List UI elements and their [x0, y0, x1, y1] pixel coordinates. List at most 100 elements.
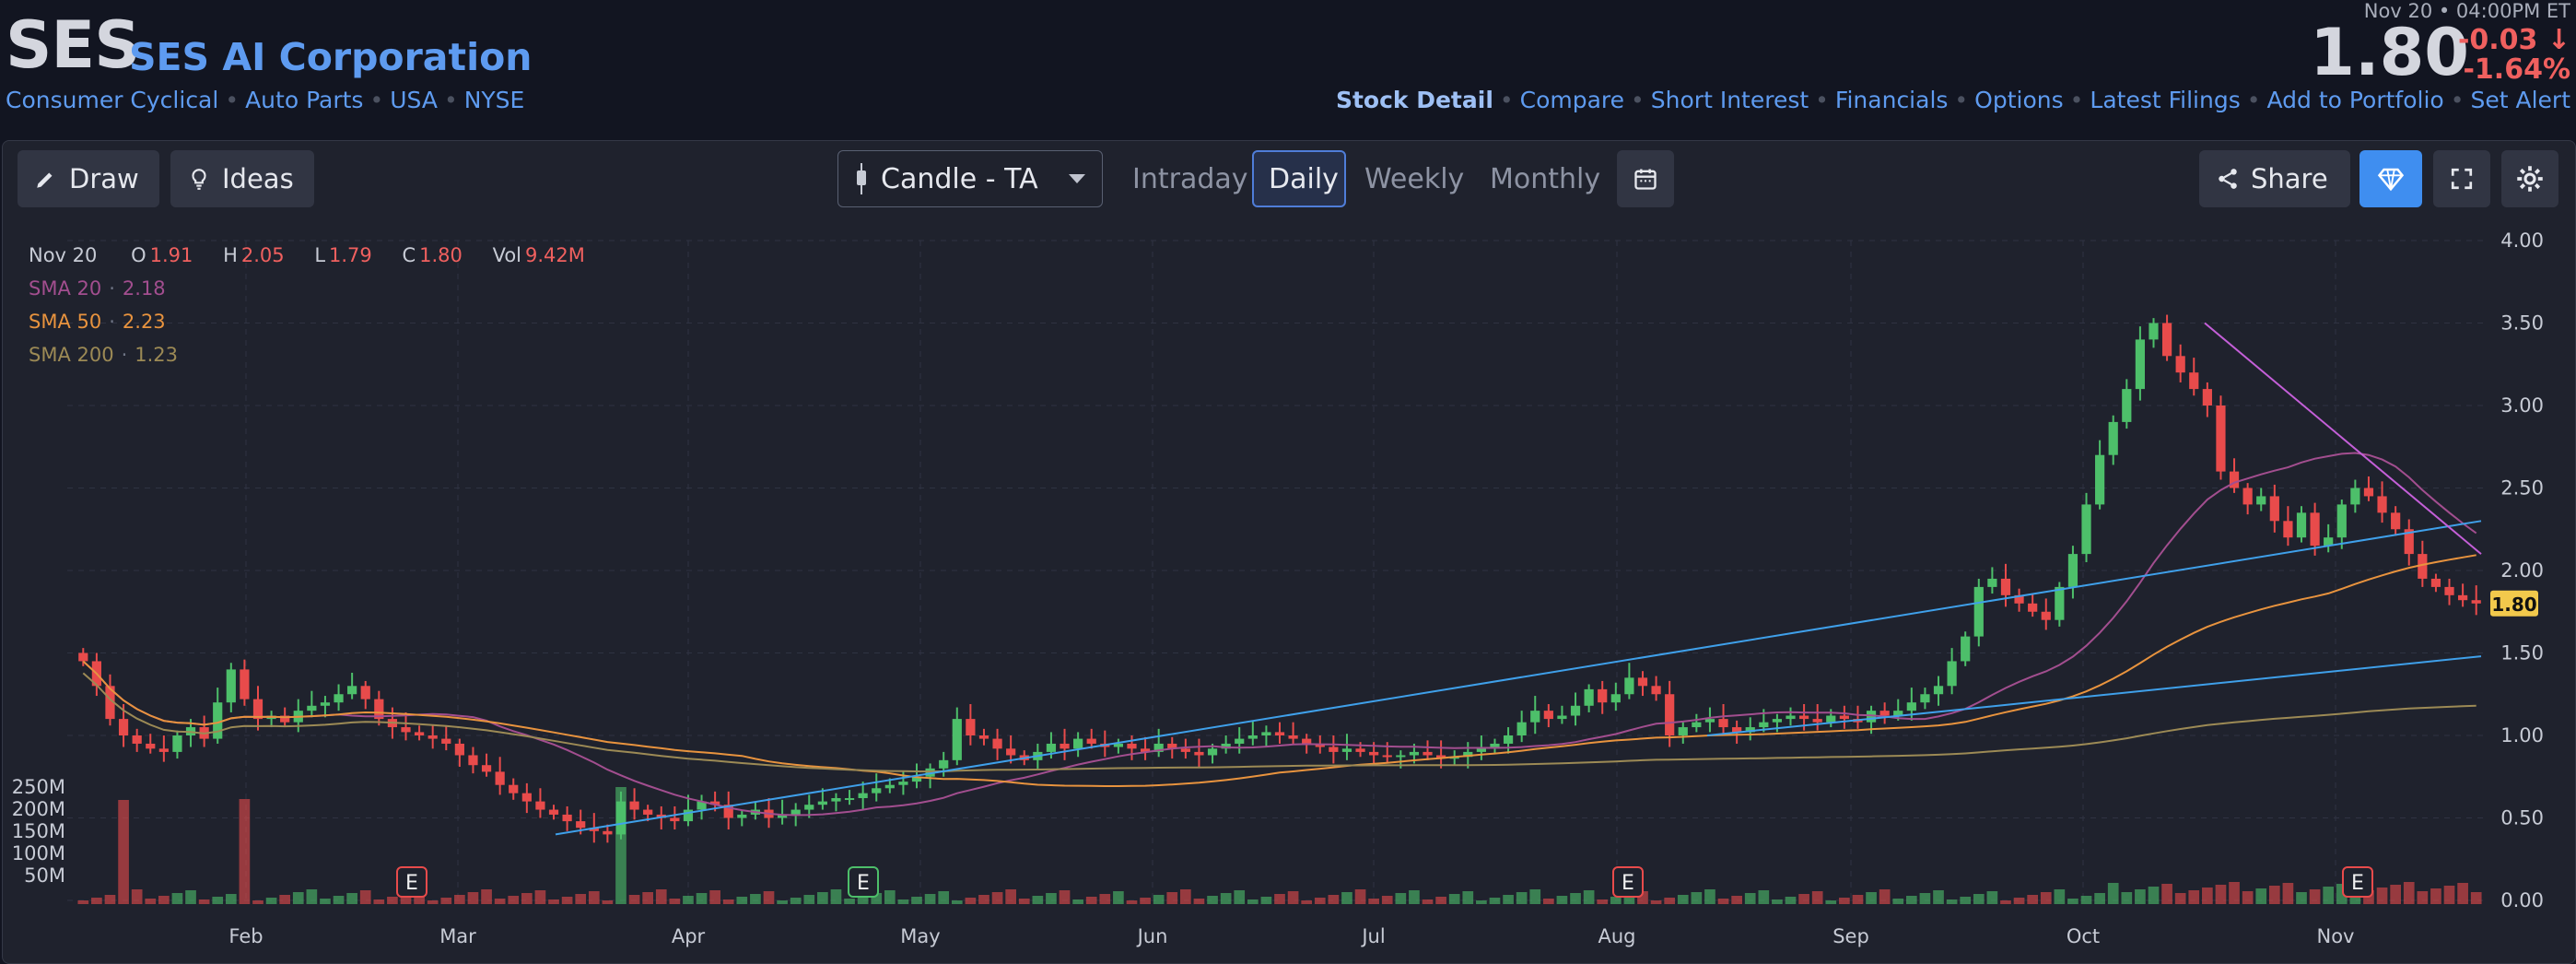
settings-button[interactable] — [2501, 150, 2558, 207]
candle-body — [2310, 512, 2320, 547]
crumb-exchange[interactable]: NYSE — [463, 87, 525, 113]
link-short-interest[interactable]: Short Interest — [1650, 87, 1809, 113]
volume-bar — [1866, 892, 1877, 904]
sma200-row[interactable]: SMA 200 · 1.23 — [29, 344, 179, 366]
elite-button[interactable] — [2359, 150, 2422, 207]
earnings-marker-label: E — [1622, 872, 1634, 895]
company-name[interactable]: SES AI Corporation — [129, 35, 533, 79]
period-daily[interactable]: Daily — [1252, 150, 1346, 207]
link-financials[interactable]: Financials — [1834, 87, 1949, 113]
volume-bar — [77, 900, 89, 904]
volume-bar — [1018, 899, 1030, 904]
volume-bar — [924, 894, 936, 904]
candle-body — [1947, 661, 1957, 687]
volume-bar — [1946, 899, 1958, 904]
volume-bar — [1476, 900, 1487, 904]
legend-high: 2.05 — [240, 244, 285, 266]
x-tick-label: Apr — [672, 925, 706, 947]
fullscreen-button[interactable] — [2433, 150, 2490, 207]
ideas-button[interactable]: Ideas — [170, 150, 314, 207]
candle-body — [589, 828, 599, 831]
candle-body — [978, 735, 989, 739]
link-latest-filings[interactable]: Latest Filings — [2090, 87, 2241, 113]
volume-bar — [642, 892, 654, 904]
chart-panel: 4.00 3.50 3.00 2.50 2.00 1.50 1.00 0.50 0.00 Feb M… — [2, 140, 2576, 964]
candle-body — [1732, 727, 1742, 733]
volume-bar — [1798, 894, 1809, 904]
candle-body — [2377, 496, 2387, 513]
volume-bar — [722, 899, 734, 904]
crumb-industry[interactable]: Auto Parts — [245, 87, 364, 113]
chart-type-select[interactable]: Candle - TA — [837, 150, 1103, 207]
volume-bar — [1650, 900, 1662, 904]
price-chart[interactable]: 4.00 3.50 3.00 2.50 2.00 1.50 1.00 0.50 0.00 Feb M… — [3, 141, 2575, 963]
candle-body — [790, 809, 801, 815]
y-tick-label: 1.50 — [2500, 642, 2544, 664]
candle-body — [1341, 748, 1352, 752]
share-label: Share — [2251, 163, 2328, 194]
period-intraday[interactable]: Intraday — [1132, 162, 1248, 195]
calendar-icon — [1634, 169, 1657, 190]
link-set-alert[interactable]: Set Alert — [2470, 87, 2570, 113]
candle-body — [320, 702, 331, 706]
volume-bar — [131, 889, 143, 904]
volume-bar — [1717, 899, 1729, 904]
volume-bar — [2242, 891, 2254, 904]
candle-body — [643, 809, 653, 815]
candle-body — [240, 669, 250, 699]
draw-button[interactable]: Draw — [18, 150, 159, 207]
legend-high-label: H — [223, 244, 238, 266]
volume-bar — [2121, 892, 2133, 904]
volume-bar — [2390, 885, 2401, 904]
crumb-country[interactable]: USA — [390, 87, 438, 113]
sma20-value: 2.18 — [122, 277, 166, 300]
volume-bar — [1032, 896, 1044, 904]
period-weekly[interactable]: Weekly — [1364, 162, 1465, 195]
candle-body — [1369, 751, 1379, 756]
candle-body — [521, 793, 532, 802]
volume-bar — [897, 899, 909, 904]
candle-body — [1153, 743, 1164, 752]
candle-body — [1435, 755, 1446, 759]
volume-bar — [830, 889, 842, 904]
candle-body — [1274, 732, 1285, 735]
candle-body — [1423, 751, 1433, 756]
volume-bar — [1409, 890, 1420, 904]
link-compare[interactable]: Compare — [1519, 87, 1625, 113]
earnings-marker-label: E — [857, 872, 870, 895]
period-monthly[interactable]: Monthly — [1490, 162, 1601, 195]
volume-bar — [494, 899, 506, 904]
legend-close: 1.80 — [419, 244, 463, 266]
volume-bar — [696, 893, 708, 904]
volume-bar — [306, 889, 318, 904]
x-tick-label: Jun — [1136, 925, 1168, 947]
sma50-row[interactable]: SMA 50 · 2.23 — [29, 311, 166, 333]
y-tick-label: 0.00 — [2500, 889, 2544, 911]
gear-icon — [2517, 166, 2543, 192]
volume-bar — [951, 900, 963, 904]
candle-body — [1006, 748, 1016, 756]
volume-bar — [857, 896, 869, 904]
volume-bar — [871, 893, 883, 904]
earnings-marker — [2342, 866, 2373, 898]
x-tick-label: Oct — [2067, 925, 2100, 947]
x-tick-label: Nov — [2317, 925, 2355, 947]
ohlc-row: Nov 20 O 1.91 H 2.05 L 1.79 C 1.80 Vol 9.42M — [29, 239, 609, 272]
crumb-sector[interactable]: Consumer Cyclical — [6, 87, 219, 113]
volume-bar — [252, 900, 263, 904]
support-line — [1706, 655, 2482, 736]
x-tick-label: Feb — [228, 925, 263, 947]
volume-bar — [683, 896, 694, 904]
date-range-button[interactable] — [1617, 150, 1674, 207]
volume-bar — [2148, 887, 2160, 904]
link-stock-detail[interactable]: Stock Detail — [1335, 87, 1493, 113]
link-options[interactable]: Options — [1974, 87, 2064, 113]
share-button[interactable]: Share — [2199, 150, 2350, 207]
volume-bar — [2094, 893, 2105, 904]
candle-body — [226, 669, 236, 703]
candle-body — [697, 801, 707, 810]
sma20-row[interactable]: SMA 20 · 2.18 — [29, 277, 166, 300]
link-add-to-portfolio[interactable]: Add to Portfolio — [2266, 87, 2444, 113]
candle-body — [2149, 323, 2159, 340]
candle-body — [307, 705, 317, 711]
